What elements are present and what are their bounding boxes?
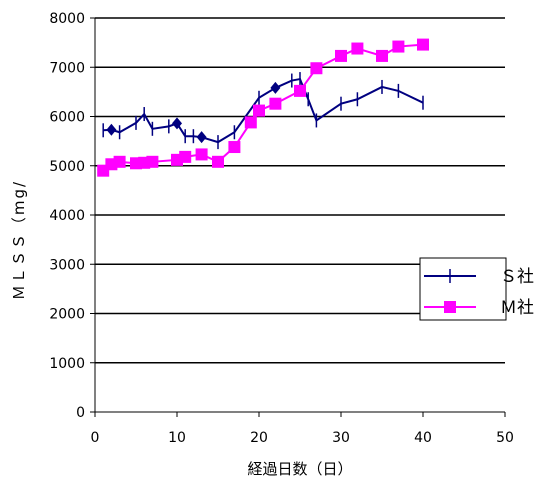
y-axis-title: ＭＬＳＳ（mg/ [10, 180, 28, 300]
series-layer [97, 38, 429, 177]
x-tick-label: 0 [91, 430, 100, 446]
data-point-square [146, 155, 159, 168]
y-tick-label: 3000 [49, 257, 85, 273]
data-point-square [195, 148, 208, 161]
x-tick-label: 40 [414, 430, 432, 446]
data-point-square [212, 155, 224, 168]
data-point-square [351, 42, 364, 55]
legend-box [419, 257, 507, 321]
gridlines [95, 17, 505, 364]
legend: Ｓ社 Ｍ社 [419, 257, 534, 321]
data-point-square [294, 84, 306, 97]
data-point-square [269, 97, 282, 110]
data-point-diamond [270, 81, 281, 94]
data-point-diamond [196, 131, 207, 144]
x-tick-label: 30 [332, 430, 350, 446]
data-point-square [310, 62, 323, 75]
y-tick-label: 7000 [49, 60, 85, 76]
data-point-square [253, 104, 265, 117]
legend-label: Ｓ社 [500, 267, 534, 287]
data-point-square [113, 155, 126, 168]
x-tick-label: 50 [496, 430, 514, 446]
data-point-square [228, 141, 241, 154]
y-tick-label: 2000 [49, 307, 85, 323]
data-point-square [335, 49, 347, 62]
x-tick-label: 10 [168, 430, 186, 446]
x-axis-title: 経過日数（日） [247, 460, 352, 478]
y-tick-labels: 0 1000 2000 3000 4000 5000 6000 7000 8000 [49, 11, 85, 421]
data-point-square [417, 38, 429, 51]
y-tick-label: 4000 [49, 208, 85, 224]
data-point-square [376, 49, 388, 62]
y-tick-label: 0 [76, 405, 85, 421]
data-point-square [444, 301, 456, 313]
legend-label: Ｍ社 [500, 298, 534, 318]
data-point-square [244, 116, 257, 129]
data-point-diamond [172, 117, 182, 130]
data-point-square [179, 150, 192, 163]
y-tick-label: 8000 [49, 11, 85, 27]
series-2 [97, 38, 429, 177]
axes [90, 17, 506, 417]
y-tick-label: 5000 [49, 159, 85, 175]
y-tick-label: 6000 [49, 110, 85, 126]
data-point-square [392, 40, 405, 53]
x-tick-label: 20 [250, 430, 268, 446]
data-point-square [97, 164, 110, 177]
y-tick-label: 1000 [49, 356, 85, 372]
data-point-diamond [106, 123, 117, 136]
series-1 [102, 72, 424, 150]
series-line [103, 77, 424, 144]
x-tick-labels: 0 10 20 30 40 50 [91, 430, 514, 446]
